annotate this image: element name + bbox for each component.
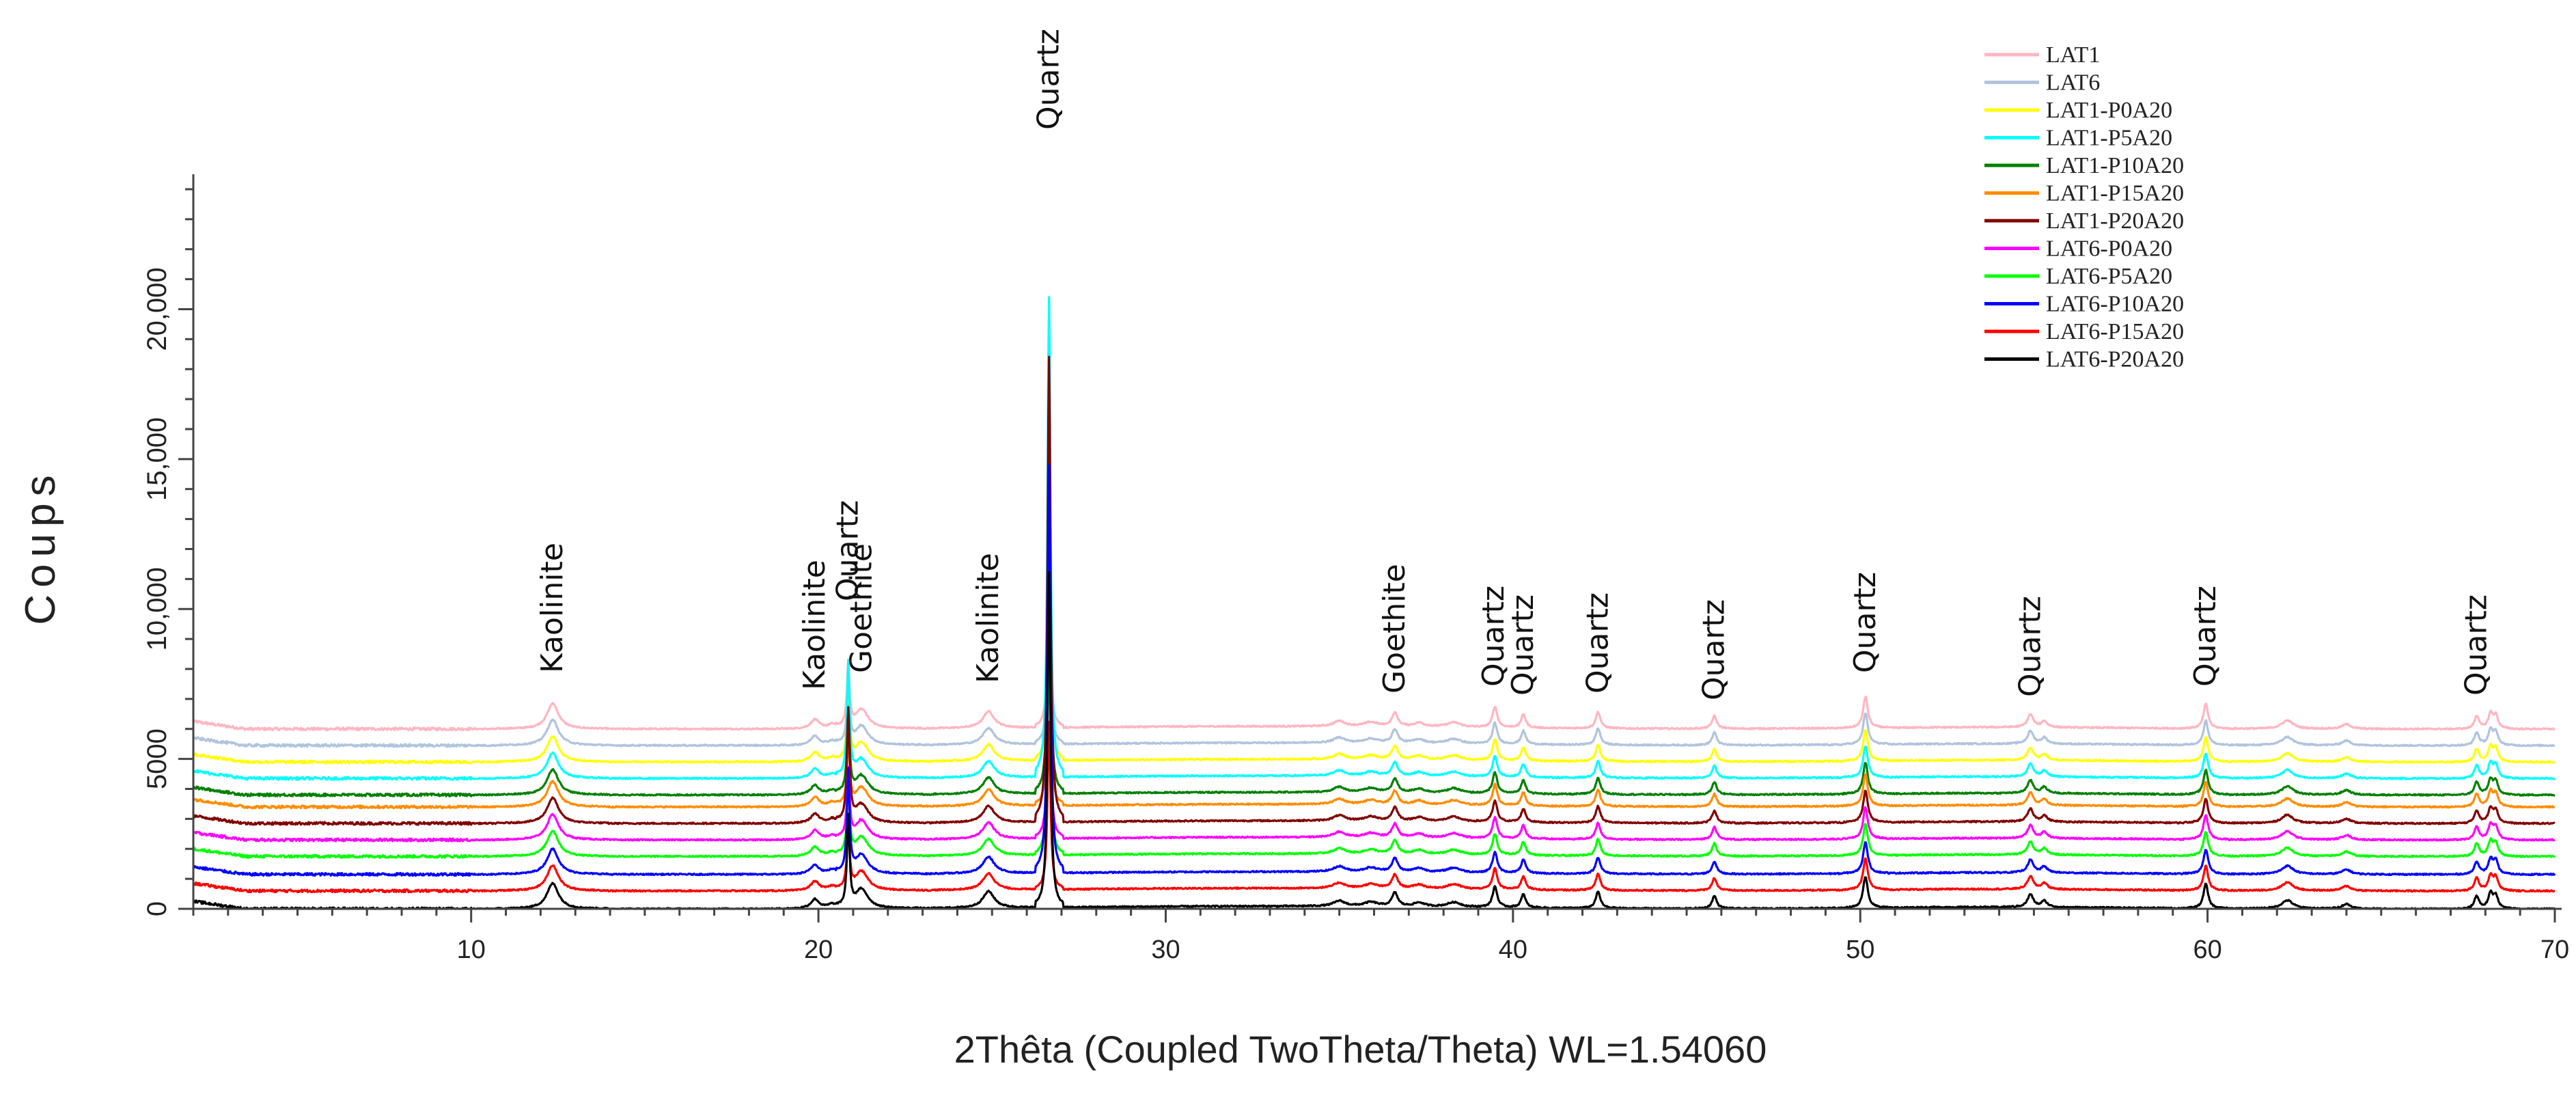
x-tick-label: 30	[1151, 935, 1180, 964]
y-tick-label: 15,000	[142, 418, 172, 501]
series-line-lat1-p0a20	[193, 543, 2556, 765]
peak-label: Kaolinite	[971, 553, 1006, 683]
series-line-lat6-p0a20	[193, 646, 2556, 843]
peak-label: Quartz	[1506, 594, 1540, 696]
x-tick-label: 50	[1846, 935, 1874, 964]
peak-label: Quartz	[1476, 586, 1511, 687]
peak-label: Quartz	[1848, 572, 1883, 673]
series-line-lat1-p15a20	[193, 612, 2556, 810]
series-line-lat6	[192, 575, 2556, 748]
peak-label: Goethite	[844, 543, 879, 673]
series-line-lat1	[192, 558, 2556, 732]
peak-label: Quartz	[830, 500, 865, 601]
peak-label: Kaolinite	[797, 560, 832, 690]
y-axis-title: Coups	[17, 468, 64, 625]
x-axis-title: 2Thêta (Coupled TwoTheta/Theta) WL=1.540…	[954, 1028, 1767, 1071]
legend-label: LAT1-P20A20	[2046, 208, 2184, 234]
x-tick-label: 20	[804, 935, 833, 964]
peak-label: Quartz	[2188, 586, 2223, 687]
legend-label: LAT1-P15A20	[2046, 181, 2184, 206]
legend-label: LAT6-P10A20	[2046, 292, 2184, 317]
series-line-lat6-p15a20	[192, 720, 2556, 894]
legend-label: LAT1-P10A20	[2046, 153, 2184, 178]
y-tick-label: 10,000	[142, 567, 172, 651]
axes: 10 20 30 40 50 60 70 0 5000 10,000 15,000 20,000	[142, 174, 2569, 964]
peak-label: Kaolinite	[535, 543, 570, 673]
legend-label: LAT6	[2046, 70, 2100, 96]
x-tick-label: 60	[2193, 935, 2221, 964]
series-line-lat1-p20a20	[193, 355, 2556, 826]
series-line-lat1-p5a20	[192, 296, 2556, 781]
peak-label: Quartz	[1580, 592, 1615, 694]
x-tick-label: 10	[457, 935, 486, 964]
legend-label: LAT6-P15A20	[2046, 319, 2184, 344]
series-line-lat6-p10a20	[192, 464, 2556, 877]
series-line-lat6-p5a20	[192, 637, 2556, 859]
legend-label: LAT6-P0A20	[2046, 236, 2172, 262]
legend-label: LAT6-P20A20	[2046, 347, 2184, 372]
y-tick-label: 5000	[142, 728, 172, 789]
peak-label: Quartz	[2012, 596, 2047, 697]
peak-label: Quartz	[1697, 599, 1732, 700]
legend-label: LAT1	[2046, 42, 2100, 68]
x-tick-label: 70	[2540, 935, 2569, 964]
peak-label: Goethite	[1377, 564, 1412, 694]
peak-label: Quartz	[2459, 594, 2494, 696]
legend-label: LAT1-P5A20	[2046, 126, 2172, 151]
series-line-lat1-p10a20	[192, 504, 2556, 797]
x-tick-label: 40	[1499, 935, 1527, 964]
y-tick-label: 0	[142, 901, 172, 916]
peak-label: Quartz	[1031, 29, 1066, 130]
legend-label: LAT6-P5A20	[2046, 264, 2172, 289]
y-tick-label: 20,000	[142, 267, 172, 351]
legend-label: LAT1-P0A20	[2046, 98, 2172, 123]
